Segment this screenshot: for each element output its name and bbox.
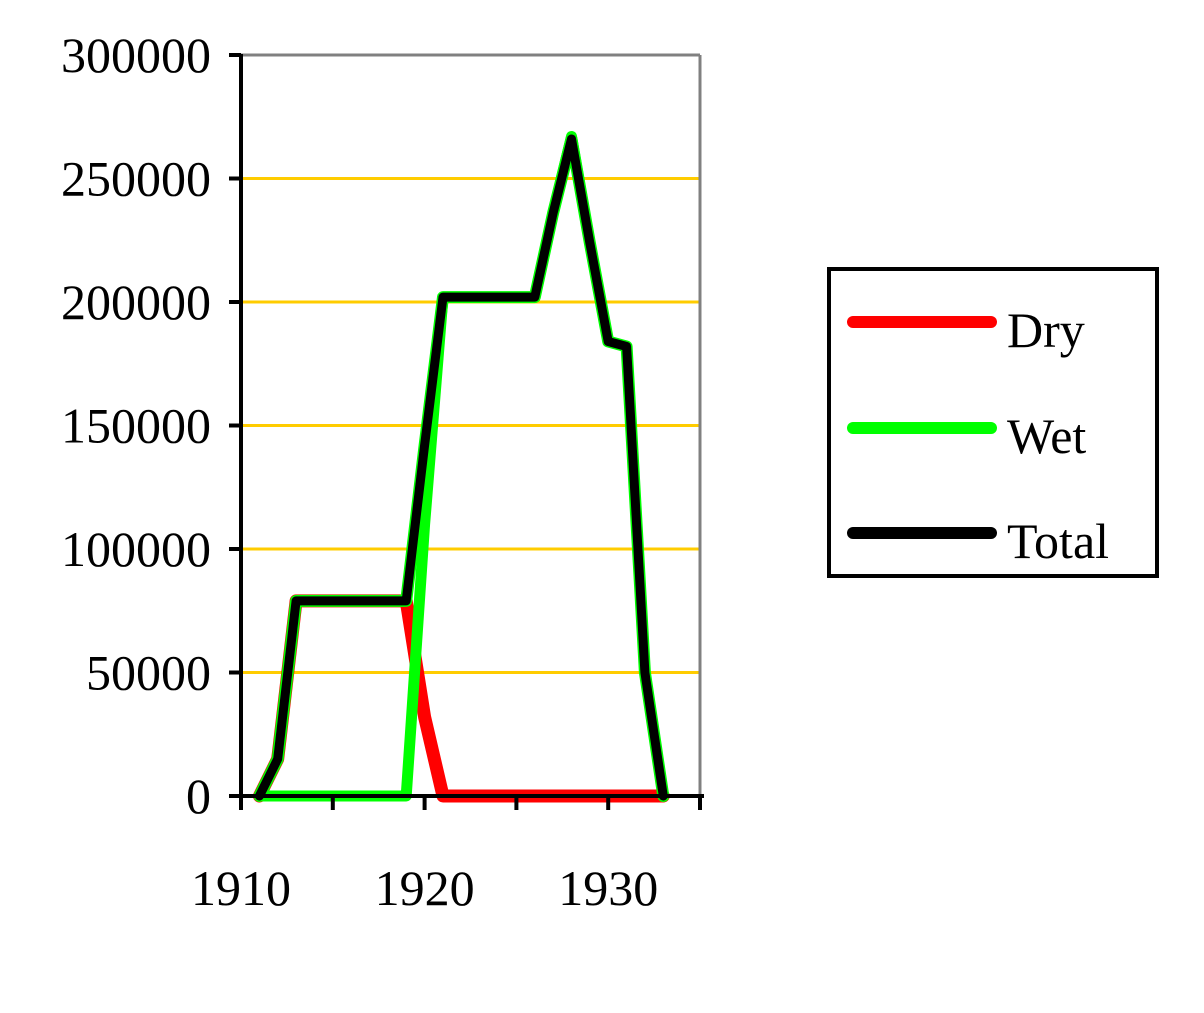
series-lines (252, 131, 670, 803)
y-tick-label: 300000 (61, 27, 211, 83)
y-tick-label: 200000 (61, 274, 211, 330)
x-tick-label: 1930 (558, 860, 658, 916)
gridlines (241, 177, 700, 674)
y-tick-label: 150000 (61, 398, 211, 454)
plot-frame (241, 53, 702, 796)
series-line-total-outline (253, 133, 670, 802)
legend-label-wet: Wet (1007, 408, 1086, 464)
legend-label-total: Total (1007, 513, 1109, 569)
legend-label-dry: Dry (1007, 302, 1085, 358)
y-tick-label: 0 (186, 768, 211, 824)
series-line-dry (252, 594, 670, 803)
y-tick-label: 50000 (86, 645, 211, 701)
axes: 0 50000 100000 150000 200000 250000 300000 1910… (61, 27, 704, 916)
series-line-total (254, 134, 668, 801)
y-tick-label: 100000 (61, 521, 211, 577)
series-line-wet (253, 131, 669, 802)
y-tick-label: 250000 (61, 151, 211, 207)
legend: Dry Wet Total (827, 267, 1159, 578)
x-tick-label: 1920 (375, 860, 475, 916)
x-tick-label: 1910 (191, 860, 291, 916)
